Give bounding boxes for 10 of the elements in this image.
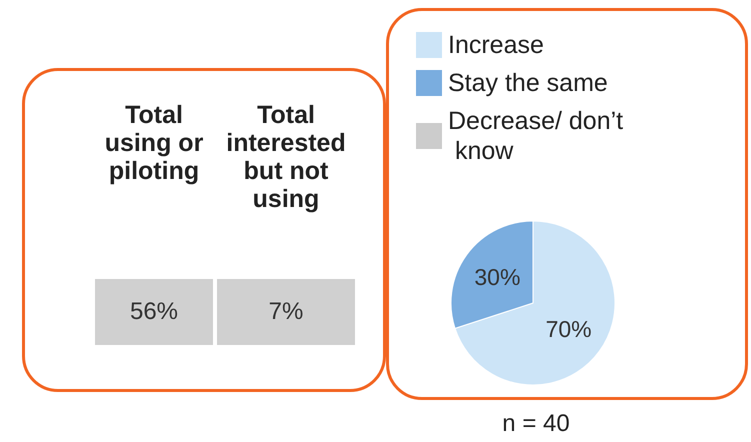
- category-label: Total interested but not using: [225, 101, 347, 213]
- data-label: 70%: [546, 316, 592, 342]
- data-label: 7%: [217, 279, 355, 345]
- legend-label: Increase: [448, 31, 544, 59]
- category-label: Total using or piloting: [104, 101, 204, 185]
- legend-label: Decrease/ don’t know: [448, 107, 624, 165]
- legend-label: Stay the same: [448, 69, 608, 97]
- data-label: 30%: [474, 264, 520, 290]
- data-label: 56%: [95, 279, 213, 345]
- text: n = 40: [501, 410, 571, 438]
